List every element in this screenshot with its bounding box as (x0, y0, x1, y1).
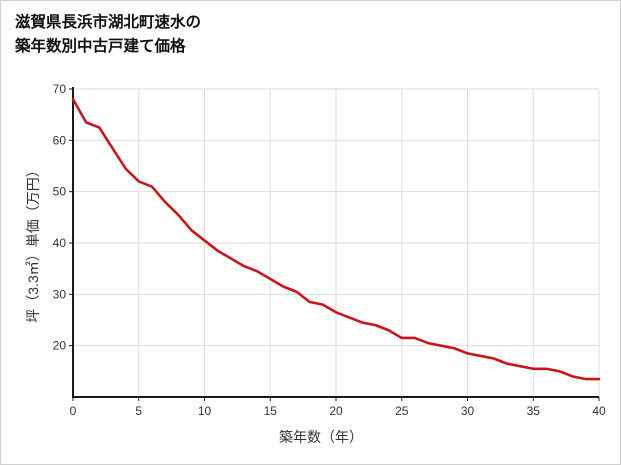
chart-title-line1: 滋賀県長浜市湖北町速水の (15, 14, 202, 31)
svg-text:15: 15 (264, 404, 278, 418)
svg-text:35: 35 (527, 404, 541, 418)
svg-text:50: 50 (53, 185, 67, 199)
svg-text:70: 70 (53, 82, 67, 96)
svg-text:60: 60 (53, 133, 67, 147)
svg-text:5: 5 (135, 404, 142, 418)
chart-title: 滋賀県長浜市湖北町速水の 築年数別中古戸建て価格 (15, 11, 201, 59)
x-axis-label: 築年数（年） (279, 429, 363, 445)
svg-text:10: 10 (198, 404, 212, 418)
svg-text:0: 0 (70, 404, 77, 418)
chart-title-line2: 築年数別中古戸建て価格 (15, 38, 186, 56)
line-chart: 0 5 10 15 20 25 30 35 40 20 30 40 50 60 70 (53, 82, 606, 418)
svg-text:20: 20 (329, 404, 343, 418)
svg-text:20: 20 (53, 339, 67, 353)
svg-text:40: 40 (53, 236, 67, 250)
svg-text:30: 30 (53, 287, 67, 301)
svg-text:30: 30 (461, 404, 475, 418)
svg-text:25: 25 (395, 404, 409, 418)
svg-text:40: 40 (592, 404, 606, 418)
